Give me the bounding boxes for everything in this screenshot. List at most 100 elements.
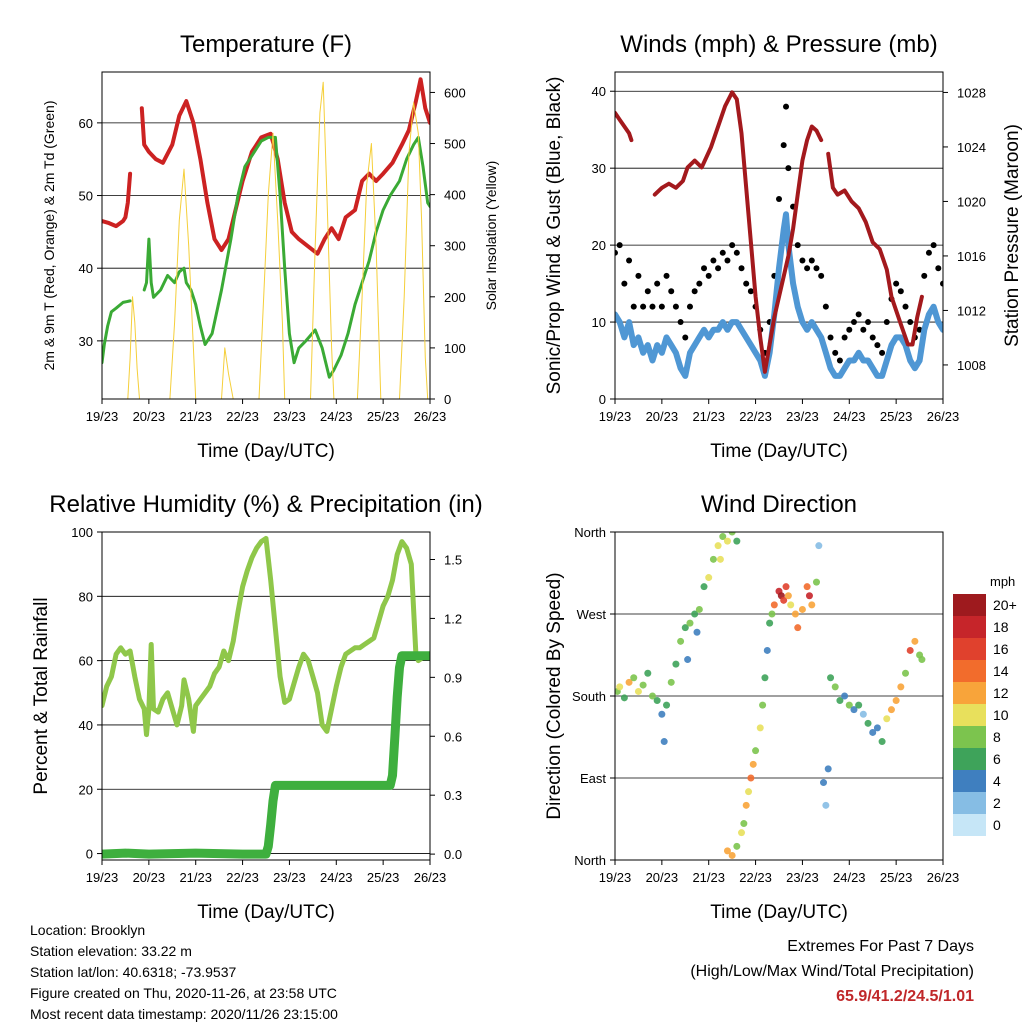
- direction-point: [892, 697, 900, 705]
- y-tick-label: 10: [592, 315, 606, 330]
- gust-point: [874, 342, 881, 349]
- gust-point: [804, 265, 811, 272]
- gust-point: [677, 319, 684, 326]
- y2-tick-label: 200: [444, 290, 466, 305]
- series-solar-insolation: [127, 296, 140, 399]
- gust-point: [682, 334, 689, 341]
- direction-point: [897, 683, 905, 691]
- direction-point: [845, 701, 853, 709]
- gust-point: [658, 303, 665, 310]
- x-tick-label: 24/23: [320, 409, 353, 424]
- extremes-box: Extremes For Past 7 Days (High/Low/Max W…: [690, 934, 974, 1009]
- gust-point: [738, 265, 745, 272]
- direction-point: [634, 687, 642, 695]
- series-pressure: [615, 110, 634, 143]
- direction-point: [745, 788, 753, 796]
- plot-area-temperature: [102, 77, 430, 399]
- direction-point: [644, 669, 652, 677]
- direction-point: [794, 624, 802, 632]
- direction-point: [784, 592, 792, 600]
- panel-temperature: 30 40 50 60 19/23 20/23 21/23 22/23 23/23 24/23 25…: [41, 31, 499, 462]
- gust-point: [615, 249, 618, 256]
- direction-point: [827, 674, 835, 682]
- y2-tick-label: 1024: [957, 140, 986, 155]
- x-tick-label: 20/23: [646, 870, 679, 885]
- gust-point: [855, 311, 862, 318]
- direction-point: [672, 660, 680, 668]
- gust-point: [640, 303, 647, 310]
- x-tick-label: 19/23: [599, 409, 632, 424]
- gust-point: [785, 165, 792, 172]
- direction-point: [766, 619, 774, 627]
- direction-point: [812, 578, 820, 586]
- direction-point: [782, 583, 790, 591]
- plot-area-direction: [615, 532, 926, 859]
- direction-point: [630, 674, 638, 682]
- direction-point: [831, 683, 839, 691]
- direction-point: [756, 724, 764, 732]
- x-tick-label: 26/23: [414, 409, 447, 424]
- gust-point: [921, 272, 928, 279]
- y-axis-label: 2m & 9m T (Red, Orange) & 2m Td (Green): [41, 101, 57, 371]
- gust-point: [724, 257, 731, 264]
- direction-point: [749, 760, 757, 768]
- x-axis-label: Time (Day/UTC): [197, 441, 335, 462]
- direction-point: [705, 574, 713, 582]
- direction-point: [733, 842, 741, 850]
- x-tick-label: 22/23: [739, 409, 772, 424]
- plot-area-humidity: [102, 535, 430, 859]
- gust-point: [794, 242, 801, 249]
- y2-tick-label: 600: [444, 85, 466, 100]
- series-2m-td: [142, 135, 430, 379]
- x-tick-label: 26/23: [414, 870, 447, 885]
- y2-axis-label: Solar Insolation (Yellow): [483, 161, 499, 311]
- direction-point: [864, 719, 872, 727]
- y2-tick-label: 500: [444, 137, 466, 152]
- location-text: Location: Brooklyn: [30, 922, 146, 938]
- colorbar-swatch: [953, 748, 986, 770]
- direction-point: [805, 592, 813, 600]
- colorbar-tick-label: 6: [993, 751, 1001, 767]
- direction-point: [803, 583, 811, 591]
- x-tick-label: 24/23: [833, 409, 866, 424]
- y2-tick-label: 0.9: [444, 670, 462, 685]
- series-wind: [615, 211, 943, 379]
- plot-frame: [614, 71, 944, 400]
- colorbar-swatch: [953, 682, 986, 704]
- gust-point: [710, 257, 717, 264]
- colorbar-swatch: [953, 770, 986, 792]
- x-axis-label: Time (Day/UTC): [710, 441, 848, 462]
- direction-point: [869, 728, 877, 736]
- direction-point: [878, 738, 886, 746]
- speed-colorbar: mph 20+ 18 16 14 12 10 8 6 4 2 0: [953, 574, 1017, 836]
- direction-point: [798, 605, 806, 613]
- direction-point: [714, 542, 722, 550]
- y-tick-label: 30: [79, 334, 93, 349]
- direction-point: [752, 747, 760, 755]
- direction-point: [677, 637, 685, 645]
- gust-point: [902, 303, 909, 310]
- direction-point: [700, 583, 708, 591]
- gust-point: [733, 249, 740, 256]
- gust-point: [780, 142, 787, 149]
- y-tick-label: 50: [79, 189, 93, 204]
- colorbar-tick-label: 10: [993, 707, 1009, 723]
- colorbar-tick-label: 20+: [993, 597, 1017, 613]
- gust-point: [719, 249, 726, 256]
- x-tick-label: 25/23: [880, 409, 913, 424]
- chart-title: Winds (mph) & Pressure (mb): [620, 31, 937, 58]
- y-tick-label: 80: [79, 589, 93, 604]
- series-2m-td: [102, 299, 132, 365]
- gust-point: [897, 288, 904, 295]
- y-tick-label: 30: [592, 161, 606, 176]
- gust-point: [832, 349, 839, 356]
- direction-point: [906, 646, 914, 654]
- direction-point: [686, 619, 694, 627]
- y-tick-label: West: [577, 607, 607, 622]
- series-solar-insolation: [169, 168, 197, 399]
- gust-point: [846, 326, 853, 333]
- gust-point: [696, 280, 703, 287]
- gust-point: [747, 288, 754, 295]
- direction-point: [709, 555, 717, 563]
